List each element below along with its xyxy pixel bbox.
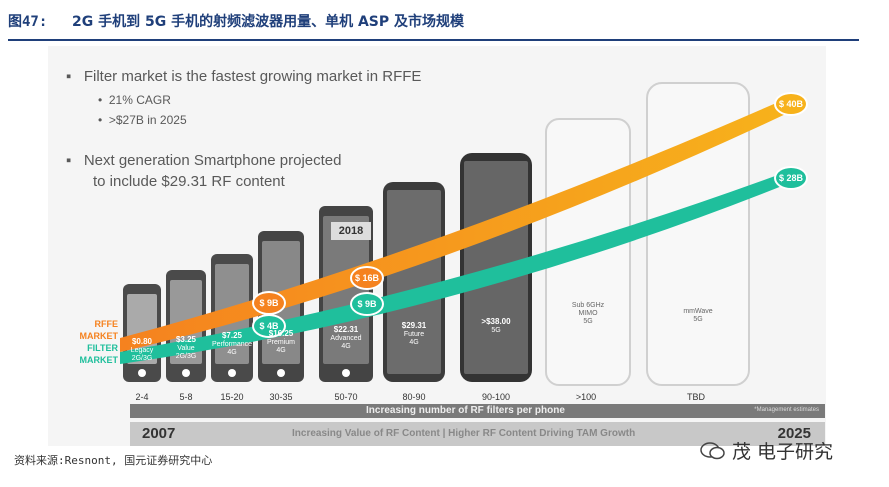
phone-1-label: $0.80 Legacy 2G/3G <box>130 337 154 363</box>
growth-curves <box>120 100 792 364</box>
filter-badge-1: $ 4B <box>252 314 286 338</box>
filters-band-text: Increasing number of RF filters per phon… <box>366 405 565 416</box>
phone-3-label: $7.25 Performance 4G <box>211 331 253 357</box>
rffe-badge-3: $ 40B <box>774 92 808 116</box>
count-4: 30-35 <box>269 392 293 402</box>
phone-8-label: Sub 6GHz MIMO 5G <box>571 302 605 325</box>
count-3: 15-20 <box>220 392 244 402</box>
rffe-label-line-2: MARKET <box>79 331 119 341</box>
phone-6 <box>383 182 445 382</box>
bullet-1: ▪ Filter market is the fastest growing m… <box>66 68 422 85</box>
year-end: 2025 <box>777 425 811 442</box>
slide-image: ▪ Filter market is the fastest growing m… <box>48 46 826 446</box>
watermark: 茂 电子研究 <box>700 437 833 464</box>
phone-7-label: >$38.00 5G <box>481 317 511 335</box>
rffe-badge-1: $ 9B <box>252 291 286 315</box>
count-7: 90-100 <box>481 392 511 402</box>
bullet-1-sub-1-text: 21% CAGR <box>108 93 171 107</box>
filters-band: Increasing number of RF filters per phon… <box>130 404 825 418</box>
figure-caption: 2G 手机到 5G 手机的射频滤波器用量、单机 ASP 及市场规模 <box>72 14 465 30</box>
bullet-1-sub-2: • >$27B in 2025 <box>98 113 187 127</box>
rf-content-band-text: Increasing Value of RF Content | Higher … <box>292 428 636 439</box>
phone-6-label: $29.31 Future 4G <box>401 321 427 347</box>
figure-number: 图47: <box>8 14 48 30</box>
phone-5-label: $22.31 Advanced 4G <box>330 325 362 351</box>
rffe-label-line-1: RFFE <box>94 319 119 329</box>
filter-label-line-2: MARKET <box>79 355 119 365</box>
management-note: *Management estimates <box>754 407 819 413</box>
rffe-badge-2: $ 16B <box>350 266 384 290</box>
count-5: 50-70 <box>334 392 358 402</box>
bullet-1-text: Filter market is the fastest growing mar… <box>83 68 422 85</box>
year-start: 2007 <box>142 425 176 442</box>
bullet-1-sub-2-text: >$27B in 2025 <box>108 113 187 127</box>
count-1: 2-4 <box>135 392 149 402</box>
bullet-2-line-1: Next generation Smartphone projected <box>83 152 342 169</box>
bullet-2: ▪ Next generation Smartphone projected <box>66 152 342 169</box>
filter-label-line-1: FILTER <box>87 343 118 353</box>
wechat-icon <box>700 441 725 459</box>
figure-title: 图47: 2G 手机到 5G 手机的射频滤波器用量、单机 ASP 及市场规模 <box>8 9 859 33</box>
phone-4-label: $16.25 Premium 4G <box>266 329 295 355</box>
rffe-curve <box>120 100 790 352</box>
filter-badge-3: $ 28B <box>774 166 808 190</box>
watermark-text: 茂 电子研究 <box>732 441 834 463</box>
filter-market-label: FILTER MARKET <box>68 342 119 366</box>
phone-2-label: $3.25 Value 2G/3G <box>175 335 197 361</box>
source-note: 资料来源:Resnont, 国元证券研究中心 <box>14 454 213 467</box>
title-divider <box>8 39 859 41</box>
year-tag: 2018 <box>331 222 371 240</box>
count-8: >100 <box>575 392 597 402</box>
bullet-1-sub-1: • 21% CAGR <box>98 93 171 107</box>
rffe-market-label: RFFE MARKET <box>68 318 119 342</box>
bullet-2-line-2: to include $29.31 RF content <box>93 173 285 190</box>
count-6: 80-90 <box>402 392 426 402</box>
phone-9-label: mmWave 5G <box>683 308 713 323</box>
count-2: 5-8 <box>179 392 193 402</box>
filter-badge-2: $ 9B <box>350 292 384 316</box>
filter-curve <box>120 172 792 364</box>
count-9: TBD <box>687 392 705 402</box>
